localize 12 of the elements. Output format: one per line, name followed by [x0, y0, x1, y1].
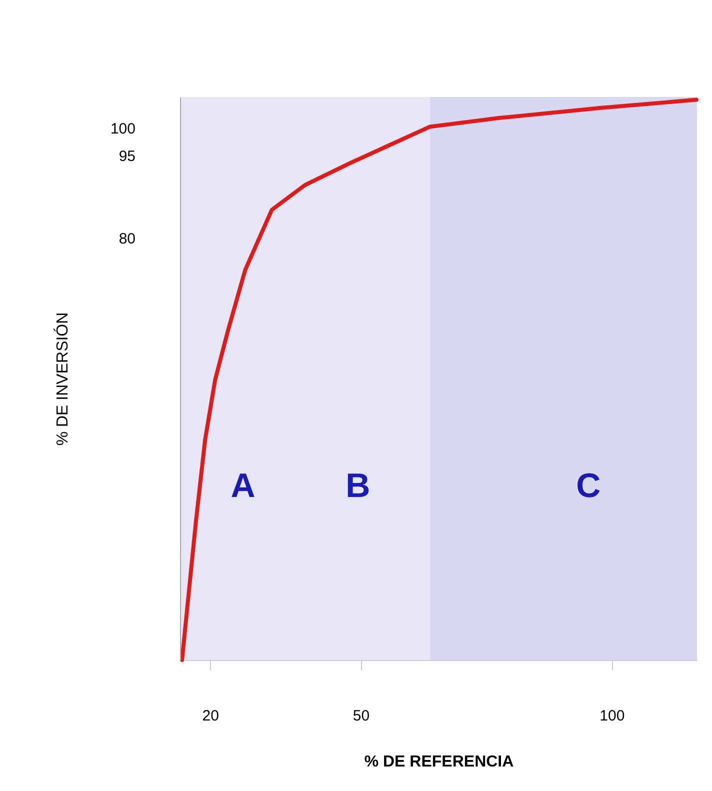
annotation: C — [576, 467, 601, 506]
x-axis-title: % DE REFERENCIA — [364, 754, 514, 770]
x-tick-label: 50 — [352, 708, 370, 724]
y-tick-label: 95 — [118, 148, 136, 165]
line-series — [180, 98, 698, 662]
x-tick-label: 20 — [202, 708, 219, 724]
annotation: B — [346, 467, 370, 506]
y-tick-label: 80 — [118, 230, 136, 248]
y-axis-title: % DE INVERSIÓN — [53, 312, 72, 446]
annotation: A — [230, 467, 256, 506]
x-tick-label: 100 — [600, 708, 625, 724]
y-tick-label: 100 — [110, 120, 136, 138]
